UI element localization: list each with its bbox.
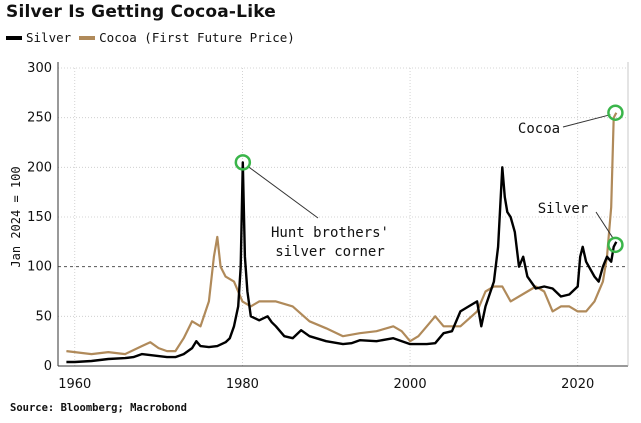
source-note: Source: Bloomberg; Macrobond	[10, 402, 188, 414]
x-tick-label-2000: 2000	[394, 377, 427, 392]
annotation-silver: Silver	[538, 201, 589, 217]
series-line-silver	[66, 161, 618, 364]
y-tick-label-200: 200	[27, 160, 52, 175]
x-tick-label-2020: 2020	[561, 377, 594, 392]
legend-swatch-silver	[6, 35, 22, 40]
leader-line-silver	[595, 211, 614, 240]
y-tick-label-150: 150	[27, 210, 52, 225]
axes: 0 50 100 150 200 250 300 1960 1980 2000 2020 Jan 20…	[9, 61, 629, 392]
legend-label-silver: Silver	[26, 30, 72, 45]
legend-item-silver: Silver	[6, 30, 71, 45]
y-tick-label-300: 300	[27, 61, 52, 76]
legend-item-cocoa: Cocoa (First Future Price)	[79, 30, 295, 45]
leader-line-hunt	[247, 165, 319, 219]
annotation-hunt-brothers-line-1: Hunt brothers'	[271, 225, 389, 241]
gridlines	[58, 67, 628, 367]
legend-label-cocoa: Cocoa (First Future Price)	[99, 30, 295, 45]
leader-line-cocoa	[562, 114, 611, 128]
y-tick-label-100: 100	[27, 260, 52, 275]
annotations: Hunt brothers' silver corner Cocoa Silver	[234, 104, 624, 260]
series-lines	[66, 112, 618, 364]
y-axis-label: Jan 2024 = 100	[9, 166, 23, 267]
x-tick-label-1980: 1980	[226, 377, 259, 392]
x-tick-label-1960: 1960	[58, 377, 91, 392]
legend-swatch-cocoa	[79, 35, 96, 40]
annotation-hunt-brothers-line-2: silver corner	[275, 244, 385, 260]
y-tick-label-50: 50	[35, 309, 52, 324]
highlight-marker-hunt	[234, 154, 252, 171]
highlight-marker-cocoa	[607, 104, 624, 121]
chart-title: Silver Is Getting Cocoa-Like	[6, 2, 277, 22]
chart-legend: Silver Cocoa (First Future Price)	[6, 30, 303, 45]
highlight-marker-silver	[607, 236, 624, 254]
y-tick-label-0: 0	[44, 359, 52, 374]
annotation-cocoa: Cocoa	[518, 121, 560, 137]
y-tick-label-250: 250	[27, 111, 52, 126]
series-line-cocoa	[66, 112, 618, 356]
